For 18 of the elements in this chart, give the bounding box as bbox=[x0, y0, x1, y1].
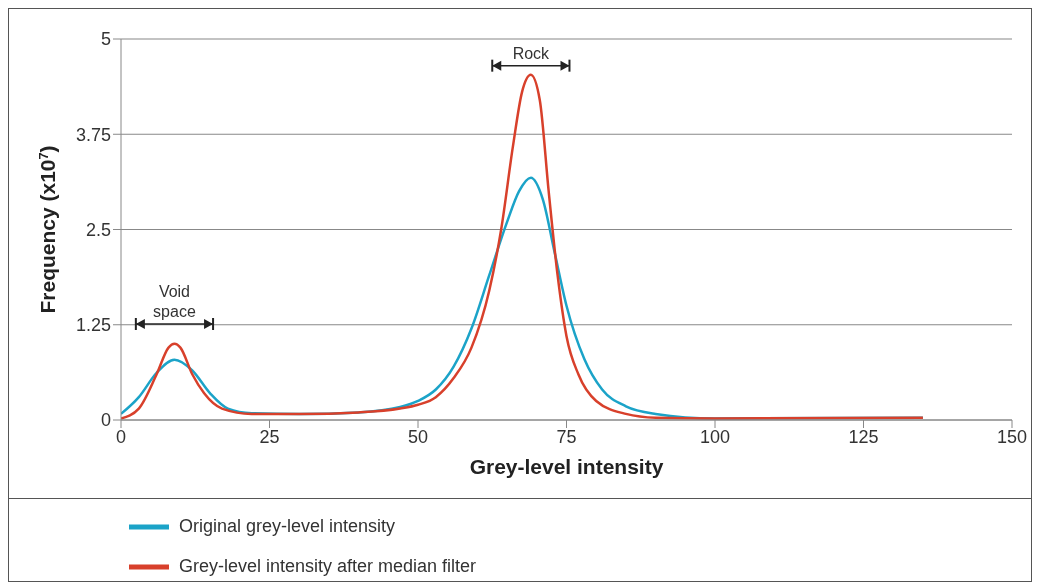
y-tick-label: 0 bbox=[100, 410, 111, 431]
x-tick-label: 100 bbox=[699, 426, 731, 447]
annotation: Void space bbox=[153, 282, 196, 320]
legend-label: Original grey-level intensity bbox=[179, 515, 396, 536]
x-tick-label: 150 bbox=[996, 426, 1028, 447]
y-tick-label: 3.75 bbox=[75, 124, 111, 145]
x-axis-title: Grey-level intensity bbox=[469, 455, 664, 478]
x-tick-label: 125 bbox=[848, 426, 879, 447]
x-tick-label: 75 bbox=[556, 426, 577, 447]
annotation: Rock bbox=[512, 44, 551, 62]
y-tick-label: 1.25 bbox=[75, 315, 111, 336]
y-tick-label: 2.5 bbox=[85, 219, 111, 240]
legend-label: Grey-level intensity after median filter bbox=[179, 555, 477, 576]
x-tick-label: 0 bbox=[115, 426, 127, 447]
x-tick-label: 50 bbox=[407, 426, 429, 447]
x-tick-label: 25 bbox=[259, 426, 280, 447]
y-tick-label: 5 bbox=[100, 29, 111, 50]
line-series bbox=[121, 73, 925, 420]
